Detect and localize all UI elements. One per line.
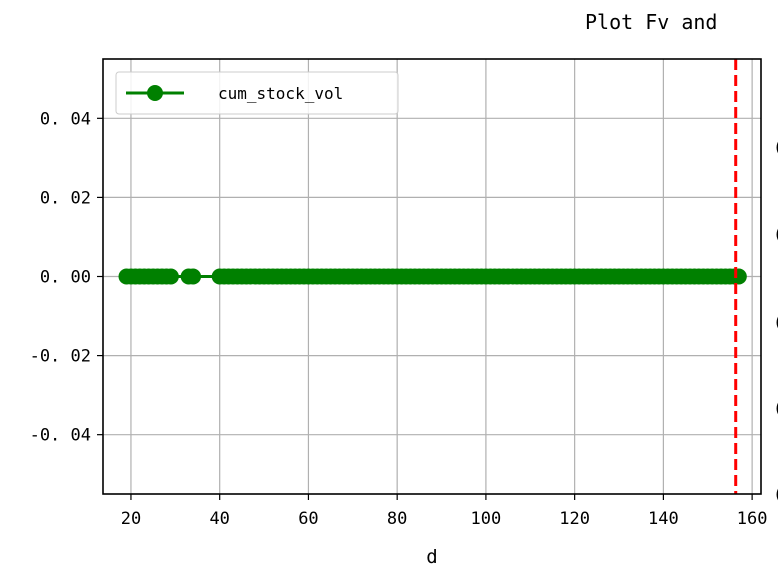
x-tick-label: 80 <box>387 509 407 529</box>
y-tick-label: 0. 04 <box>40 109 91 129</box>
y-tick-label: 0. 00 <box>40 268 91 288</box>
y-axis: 0. 04 0. 02 0. 00 -0. 02 -0. 04 <box>30 109 103 446</box>
x-tick-label: 40 <box>209 509 229 529</box>
y-tick-label: 0. 02 <box>40 188 91 208</box>
right-axis-partial-label: ( <box>773 485 778 505</box>
y-tick-label: -0. 04 <box>30 426 91 446</box>
right-axis-partial-labels: ( ( ( ( ( <box>773 138 778 505</box>
legend-box <box>115 71 399 115</box>
right-axis-partial-label: ( <box>773 225 778 245</box>
x-tick-label: 160 <box>737 509 768 529</box>
data-point <box>185 268 202 285</box>
x-tick-label: 120 <box>559 509 590 529</box>
y-tick-label: -0. 02 <box>30 347 91 367</box>
right-axis-partial-label: ( <box>773 399 778 419</box>
x-tick-label: 60 <box>298 509 318 529</box>
right-axis-partial-label: ( <box>773 313 778 333</box>
right-axis-partial-label: ( <box>773 138 778 158</box>
legend: cum_stock_vol <box>115 71 399 115</box>
x-tick-label: 100 <box>471 509 502 529</box>
chart-title: Plot Fv and <box>585 10 717 34</box>
x-axis-label: d <box>426 546 437 568</box>
series-layer <box>118 268 747 285</box>
x-tick-label: 140 <box>648 509 679 529</box>
data-point <box>162 268 179 285</box>
x-tick-label: 20 <box>121 509 141 529</box>
series-cum_stock_vol <box>118 268 747 285</box>
legend-entry-label: cum_stock_vol <box>218 84 343 103</box>
data-point <box>730 268 747 285</box>
x-axis: 20 40 60 80 100 120 140 160 <box>121 494 768 529</box>
legend-marker-swatch <box>147 85 163 101</box>
